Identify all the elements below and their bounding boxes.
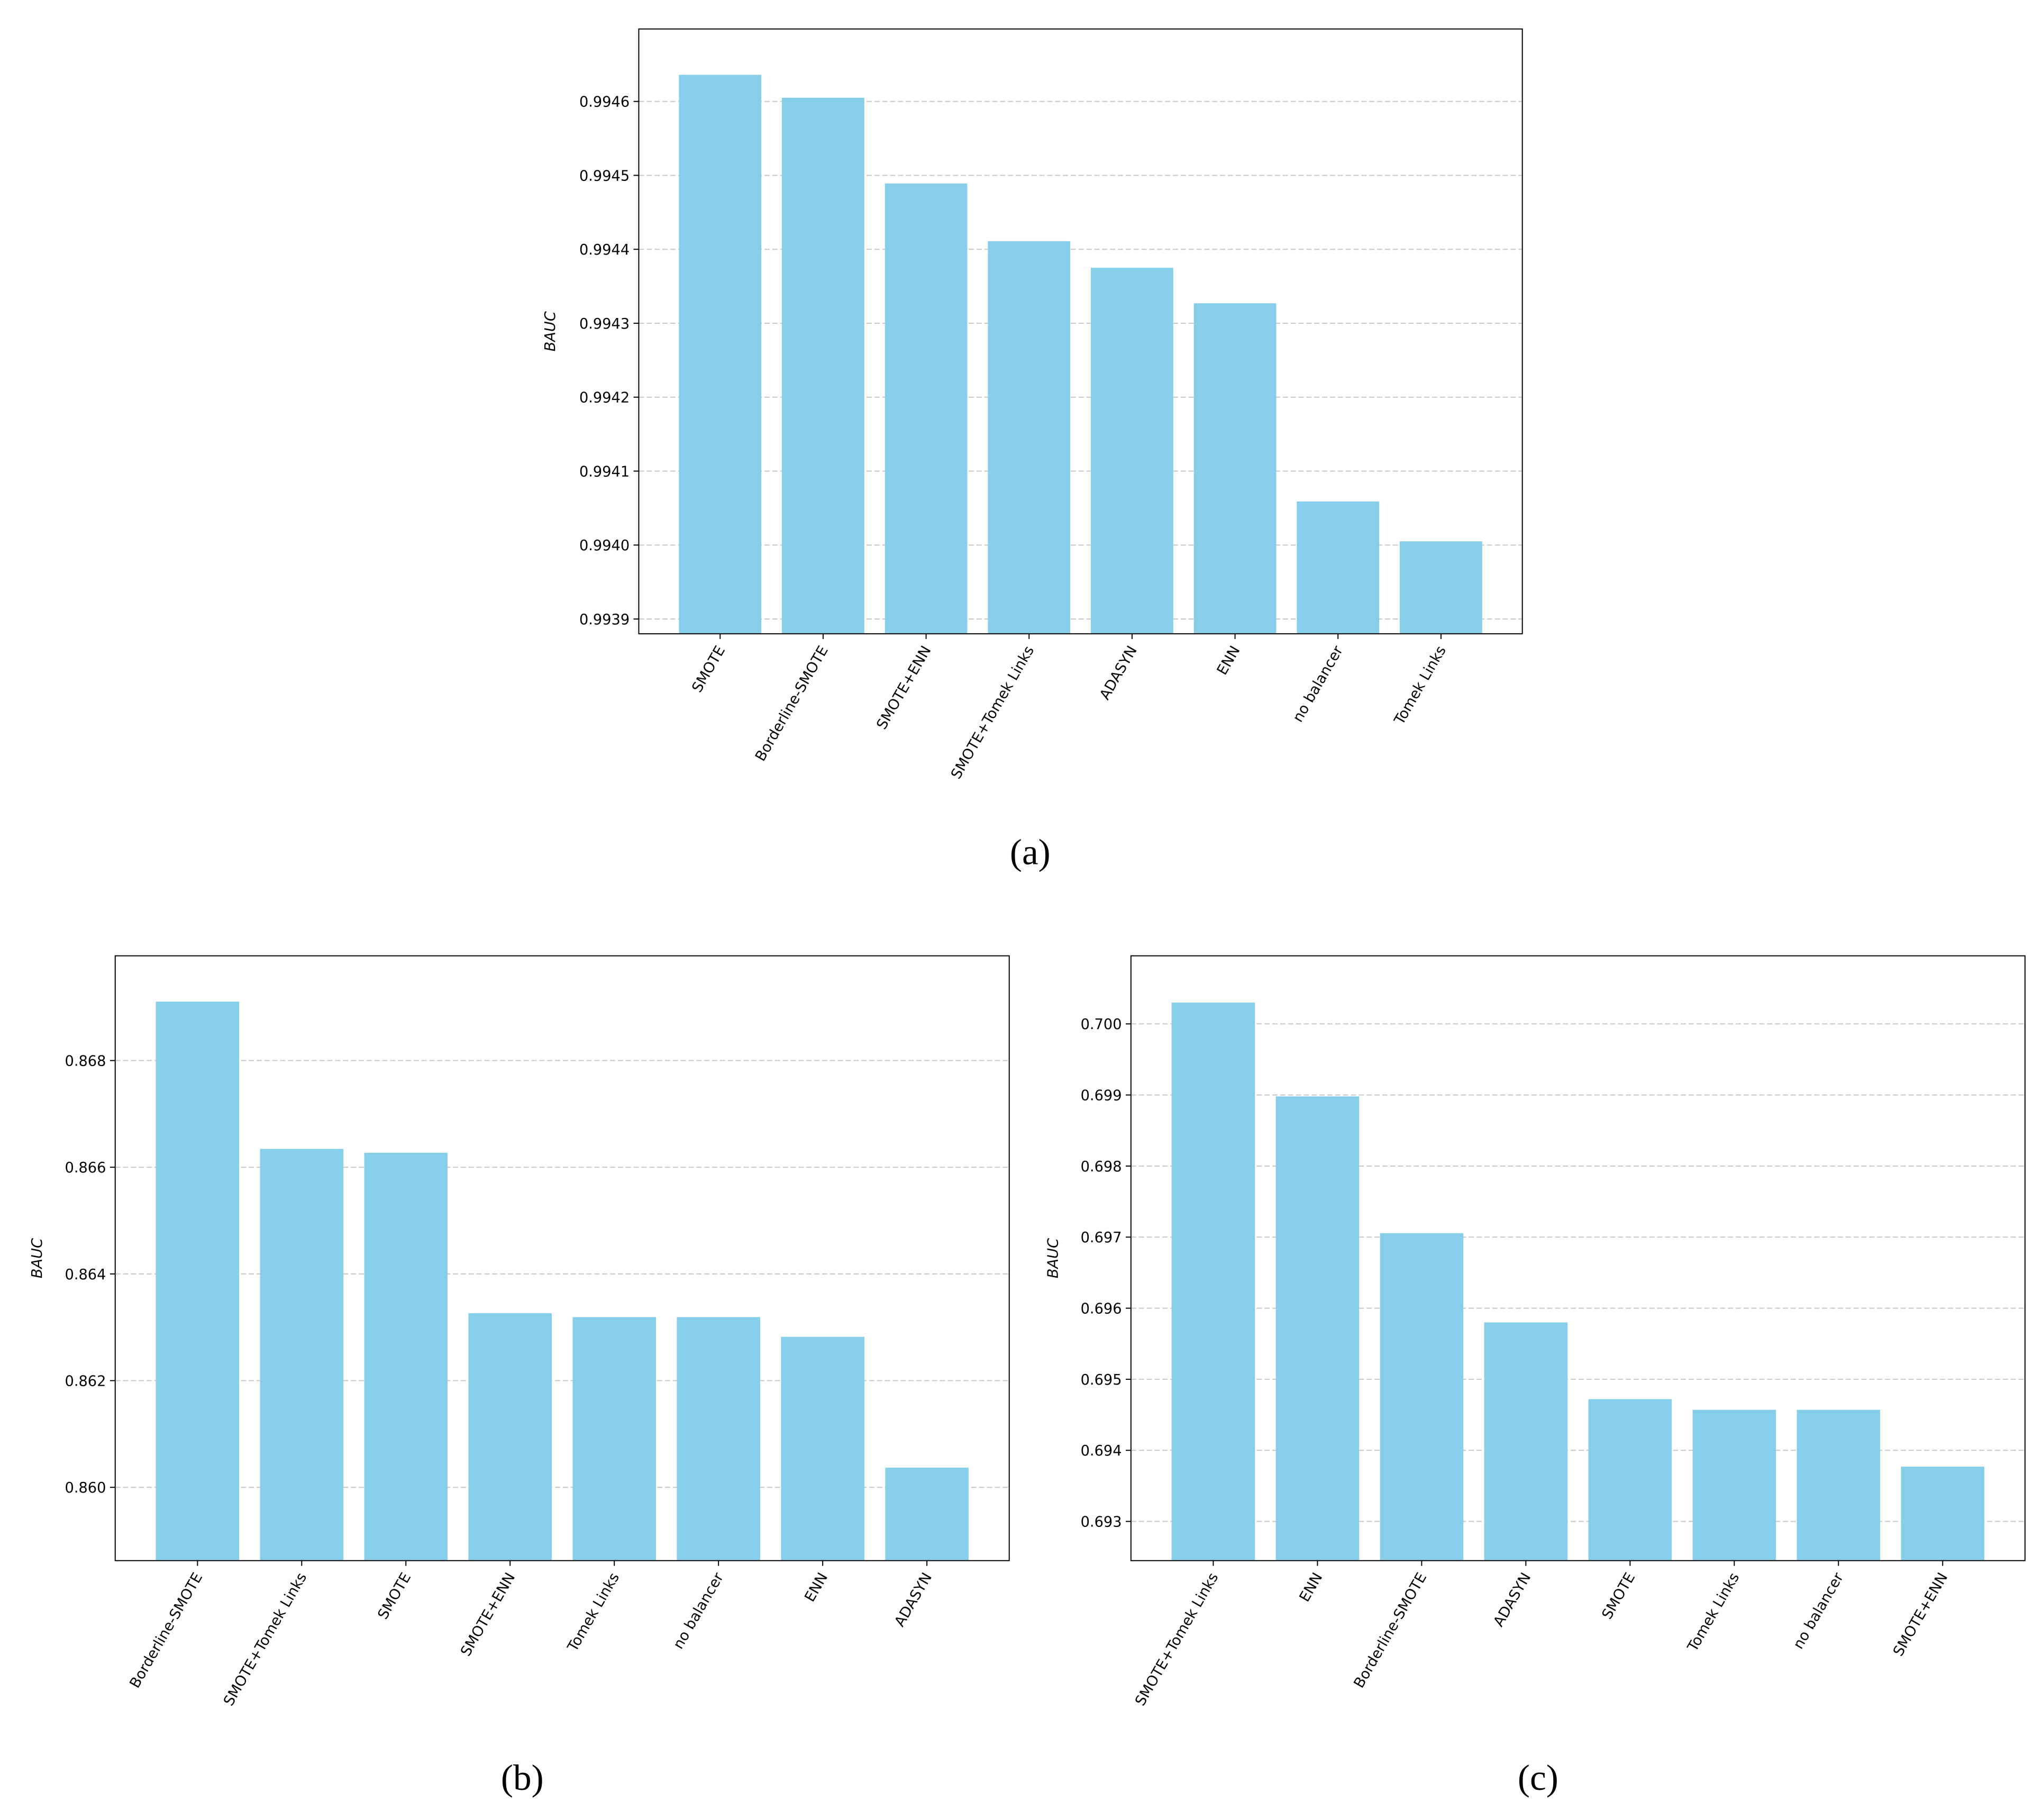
bar — [1380, 1233, 1464, 1561]
bar — [572, 1317, 657, 1561]
axes-frame — [1130, 955, 2026, 1561]
y-tick-label: 0.696 — [1081, 1301, 1122, 1317]
x-tick-label: ENN — [1297, 1570, 1326, 1605]
y-tick-label: 0.9940 — [579, 538, 630, 554]
x-tick-label: SMOTE+Tomek Links — [948, 643, 1037, 782]
x-tick-label: SMOTE — [375, 1570, 414, 1622]
y-tick-label: 0.9943 — [579, 316, 630, 332]
y-tick-label: 0.9942 — [579, 390, 630, 406]
bar — [260, 1149, 344, 1561]
bar — [468, 1313, 552, 1561]
x-tick-label: Borderline-SMOTE — [752, 643, 832, 765]
x-tick-label: no balancer — [1790, 1570, 1847, 1652]
y-axis-label: BAUC — [29, 1238, 45, 1278]
bar — [1297, 501, 1380, 634]
bar — [1400, 541, 1482, 634]
bar — [782, 97, 864, 634]
axes-frame — [638, 28, 1523, 634]
y-tick-label: 0.699 — [1081, 1088, 1122, 1104]
x-tick-label: ENN — [801, 1570, 831, 1605]
x-tick-label: no balancer — [670, 1570, 727, 1652]
y-tick-label: 0.693 — [1081, 1514, 1122, 1531]
y-tick-label: 0.700 — [1081, 1016, 1122, 1033]
x-tick-label: Tomek Links — [1391, 643, 1449, 728]
x-tick-label: Tomek Links — [1684, 1570, 1743, 1654]
y-tick-label: 0.9941 — [579, 463, 630, 480]
x-tick-label: Borderline-SMOTE — [126, 1570, 206, 1691]
y-tick-label: 0.694 — [1081, 1443, 1122, 1459]
x-tick-label: SMOTE+ENN — [1890, 1570, 1951, 1659]
y-tick-label: 0.864 — [65, 1267, 106, 1283]
y-tick-label: 0.697 — [1081, 1230, 1122, 1246]
y-axis-label: BAUC — [542, 311, 559, 351]
x-tick-label: no balancer — [1290, 643, 1347, 725]
x-tick-label: SMOTE+Tomek Links — [221, 1570, 310, 1708]
y-tick-label: 0.9939 — [579, 612, 630, 628]
x-tick-label: ADASYN — [891, 1570, 935, 1629]
caption: (b) — [501, 1757, 544, 1798]
bar — [677, 1317, 760, 1561]
y-tick-label: 0.9945 — [579, 168, 630, 184]
bar — [1901, 1467, 1985, 1561]
bar — [1692, 1409, 1776, 1561]
bar — [679, 75, 762, 634]
bar — [1275, 1096, 1360, 1561]
bar — [156, 1002, 240, 1561]
x-tick-label: ADASYN — [1097, 643, 1141, 703]
y-tick-label: 0.866 — [65, 1160, 106, 1176]
bar — [364, 1152, 448, 1561]
bar — [1797, 1409, 1881, 1561]
x-tick-label: ADASYN — [1491, 1570, 1535, 1629]
bar — [885, 183, 968, 634]
bar — [988, 241, 1071, 634]
bar — [1588, 1399, 1672, 1561]
x-tick-label: SMOTE — [689, 643, 728, 696]
x-tick-label: SMOTE+Tomek Links — [1132, 1570, 1221, 1708]
x-tick-label: SMOTE — [1599, 1570, 1638, 1622]
bar — [1091, 268, 1173, 634]
y-tick-label: 0.9944 — [579, 242, 630, 258]
y-axis-label: BAUC — [1045, 1238, 1061, 1278]
axes-frame — [114, 955, 1010, 1561]
y-tick-label: 0.862 — [65, 1373, 106, 1389]
caption: (a) — [1010, 831, 1051, 872]
y-tick-label: 0.868 — [65, 1053, 106, 1069]
x-tick-label: Borderline-SMOTE — [1351, 1570, 1430, 1691]
bar — [781, 1336, 864, 1561]
x-tick-label: SMOTE+ENN — [873, 643, 934, 732]
caption: (c) — [1518, 1757, 1558, 1798]
bar — [1484, 1322, 1568, 1561]
y-tick-label: 0.860 — [65, 1480, 106, 1496]
bar — [1171, 1002, 1255, 1561]
x-tick-label: Tomek Links — [564, 1570, 623, 1654]
x-tick-label: ENN — [1214, 643, 1244, 678]
y-tick-label: 0.9946 — [579, 94, 630, 111]
y-tick-label: 0.698 — [1081, 1159, 1122, 1175]
bar — [1193, 303, 1277, 634]
bar — [885, 1468, 969, 1561]
x-tick-label: SMOTE+ENN — [458, 1570, 518, 1659]
y-tick-label: 0.695 — [1081, 1372, 1122, 1388]
